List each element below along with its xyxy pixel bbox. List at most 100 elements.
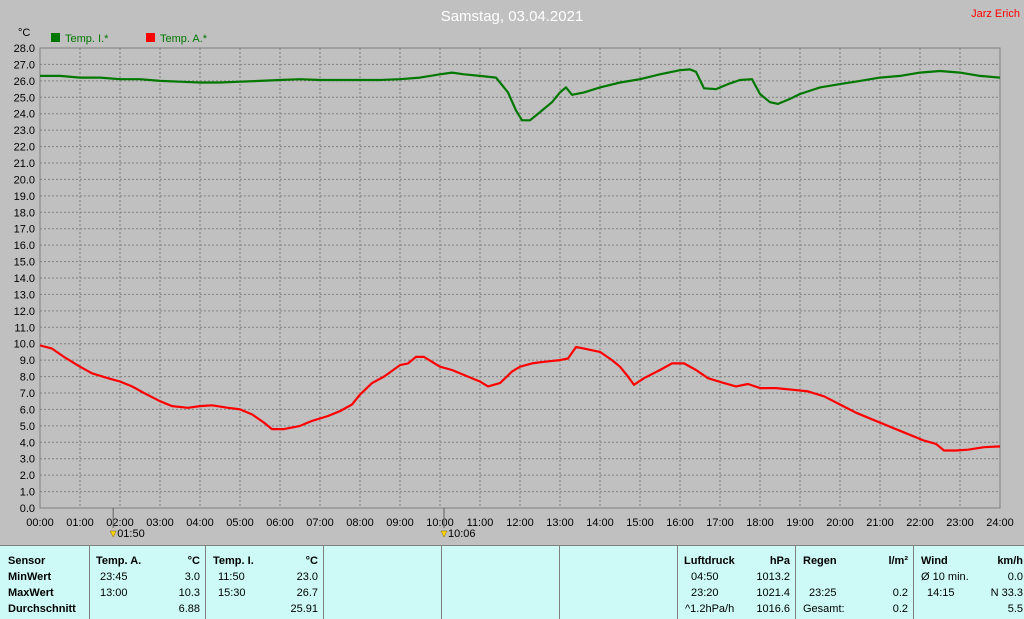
wind-avg-label: Ø 10 min. (921, 571, 969, 583)
x-tick-label: 00:00 (26, 517, 54, 529)
x-tick-label: 05:00 (226, 517, 254, 529)
y-tick-label: 7.0 (20, 388, 35, 400)
y-tick-label: 17.0 (14, 224, 35, 236)
plot-border (39, 47, 1001, 509)
rain-total-value: 0.2 (892, 603, 908, 615)
temp-a-column: Temp. A. °C 23:45 3.0 13:00 10.3 6.88 (89, 546, 206, 619)
y-tick-label: 22.0 (14, 142, 35, 154)
temp-a-max-time: 13:00 (100, 587, 128, 599)
marker-time-label: 01:50 (117, 528, 145, 540)
legend: Temp. I.* Temp. A.* (51, 33, 208, 45)
x-tick-label: 20:00 (826, 517, 854, 529)
y-axis-unit: °C (18, 27, 30, 39)
y-tick-label: 2.0 (20, 470, 35, 482)
pressure-min-value: 1013.2 (756, 571, 790, 583)
wind-unit: km/h (997, 555, 1023, 567)
y-tick-label: 10.0 (14, 339, 35, 351)
temp-a-unit: °C (187, 555, 200, 567)
y-tick-label: 13.0 (14, 289, 35, 301)
durchschnitt-label: Durchschnitt (8, 603, 76, 615)
x-tick-label: 06:00 (266, 517, 294, 529)
temp-i-max-time: 15:30 (218, 587, 246, 599)
y-tick-label: 21.0 (14, 158, 35, 170)
rain-max-time: 23:25 (809, 587, 837, 599)
x-tick-label: 23:00 (946, 517, 974, 529)
grid (39, 47, 1001, 509)
x-tick-label: 18:00 (746, 517, 774, 529)
pressure-header: Luftdruck (684, 555, 735, 567)
temp-i-average: 25.91 (290, 603, 318, 615)
legend-label-inside: Temp. I.* (65, 33, 109, 45)
event-markers: 01:50 10:06 (109, 508, 476, 540)
series-lines (40, 68, 1000, 452)
temperature-chart: Samstag, 03.04.2021 Jarz Erich °C Temp. … (14, 8, 1020, 540)
wind-header: Wind (921, 555, 948, 567)
legend-label-outside: Temp. A.* (160, 33, 208, 45)
x-tick-label: 11:00 (467, 517, 494, 529)
pressure-max-value: 1021.4 (756, 587, 790, 599)
maxwert-label: MaxWert (8, 587, 54, 599)
empty-column-1 (323, 546, 442, 619)
wind-column: Wind km/h Ø 10 min. 0.0 14:15 N 33.3 5.5 (913, 546, 1024, 619)
y-tick-label: 8.0 (20, 372, 35, 384)
series-line-temp-outside (40, 344, 1000, 452)
empty-column-2 (441, 546, 560, 619)
y-axis-ticks: 0.0 1.0 2.0 3.0 4.0 5.0 6.0 7.0 8.0 9.0 10.0 11.0 12… (14, 43, 35, 515)
x-tick-label: 08:00 (346, 517, 374, 529)
minwert-label: MinWert (8, 571, 52, 583)
y-tick-label: 12.0 (14, 306, 35, 318)
author-label: Jarz Erich (971, 8, 1020, 20)
x-tick-label: 13:00 (546, 517, 574, 529)
rain-column: Regen l/m² 23:25 0.2 Gesamt: 0.2 (795, 546, 914, 619)
empty-column-3 (559, 546, 678, 619)
x-tick-label: 03:00 (146, 517, 174, 529)
y-tick-label: 4.0 (20, 437, 35, 449)
temp-i-unit: °C (305, 555, 318, 567)
x-tick-label: 22:00 (906, 517, 934, 529)
y-tick-label: 9.0 (20, 355, 35, 367)
wind-max-time: 14:15 (927, 587, 955, 599)
pressure-column: Luftdruck hPa 04:50 1013.2 23:20 1021.4 … (677, 546, 796, 619)
chart-title: Samstag, 03.04.2021 (441, 8, 584, 25)
y-tick-label: 26.0 (14, 76, 35, 88)
temp-i-column: Temp. I. °C 11:50 23.0 15:30 26.7 25.91 (205, 546, 324, 619)
y-tick-label: 23.0 (14, 125, 35, 137)
temp-i-min-value: 23.0 (296, 571, 318, 583)
temp-a-min-time: 23:45 (100, 571, 128, 583)
y-tick-label: 14.0 (14, 273, 35, 285)
y-tick-label: 27.0 (14, 59, 35, 71)
temp-a-header: Temp. A. (96, 555, 142, 567)
series-line-temp-inside (40, 68, 1000, 122)
rain-max-value: 0.2 (892, 587, 908, 599)
y-tick-label: 6.0 (20, 404, 35, 416)
x-tick-label: 12:00 (506, 517, 534, 529)
pressure-min-time: 04:50 (691, 571, 719, 583)
y-tick-label: 16.0 (14, 240, 35, 252)
y-tick-label: 1.0 (20, 487, 35, 499)
x-tick-label: 10:00 (426, 517, 454, 529)
y-tick-label: 19.0 (14, 191, 35, 203)
rain-total-label: Gesamt: (803, 603, 845, 615)
pressure-unit: hPa (769, 555, 790, 567)
legend-swatch-outside (146, 33, 155, 42)
wind-last-value: 5.5 (1007, 603, 1023, 615)
x-tick-label: 07:00 (306, 517, 334, 529)
pressure-max-time: 23:20 (691, 587, 719, 599)
temp-i-header: Temp. I. (213, 555, 254, 567)
wind-avg-value: 0.0 (1007, 571, 1023, 583)
marker-time-label: 10:06 (448, 528, 476, 540)
rain-unit: l/m² (888, 555, 908, 567)
x-axis-ticks: 00:00 01:00 02:00 03:00 04:00 05:00 06:00 07:00… (26, 517, 1014, 529)
rain-header: Regen (803, 555, 837, 567)
sensor-header: Sensor (8, 555, 46, 567)
y-tick-label: 25.0 (14, 92, 35, 104)
y-tick-label: 28.0 (14, 43, 35, 55)
stats-footer: Sensor MinWert MaxWert Durchschnitt Temp… (0, 545, 1024, 619)
x-tick-label: 15:00 (626, 517, 654, 529)
y-tick-label: 20.0 (14, 174, 35, 186)
temp-a-min-value: 3.0 (184, 571, 200, 583)
y-tick-label: 24.0 (14, 109, 35, 121)
pressure-trend: ^1.2hPa/h (685, 603, 735, 615)
sun-marker-icon (109, 530, 117, 538)
y-tick-label: 5.0 (20, 421, 35, 433)
